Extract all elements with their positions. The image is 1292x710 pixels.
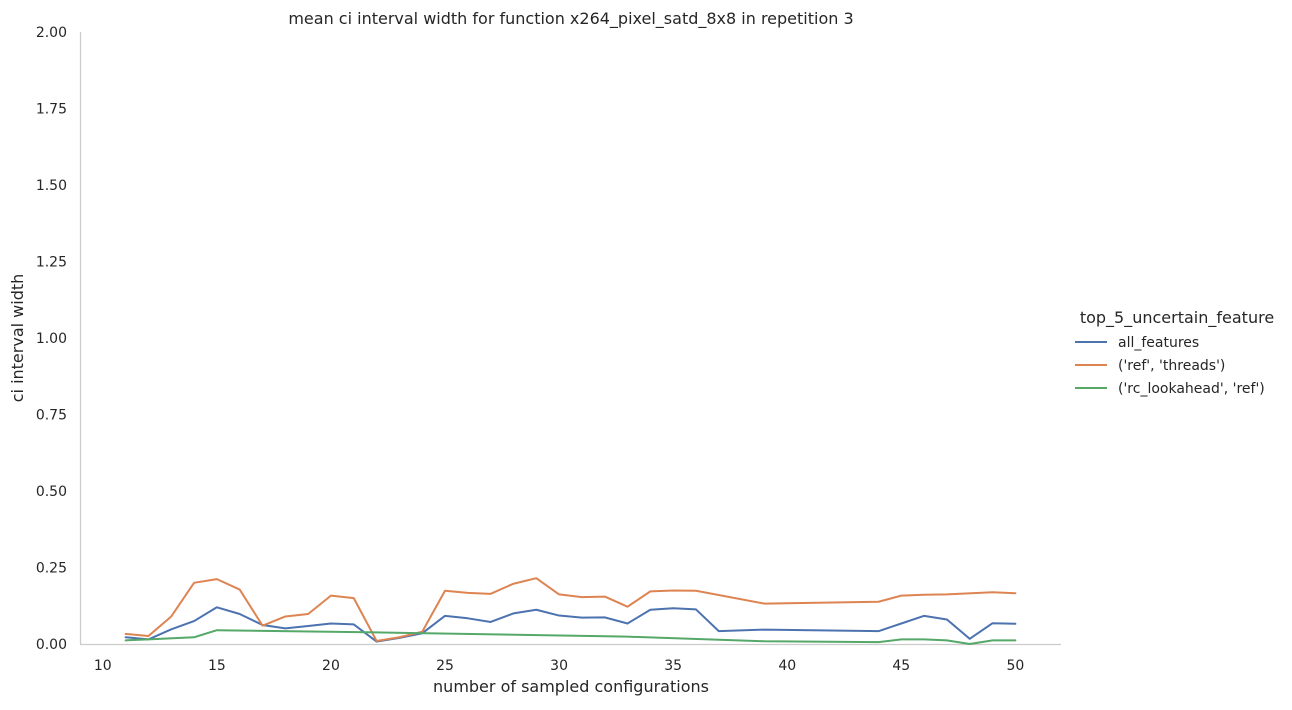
- legend-items: all_features ('ref', 'threads') ('rc_looka…: [1075, 335, 1265, 397]
- y-tick-label: 0.75: [36, 408, 67, 424]
- series-line: [124, 629, 1017, 645]
- y-tick-label: 2.00: [36, 25, 67, 41]
- x-tick-label: 50: [1006, 658, 1024, 674]
- series-line: [124, 606, 1017, 643]
- y-axis-label: ci interval width: [8, 274, 27, 403]
- y-tick-label: 0.25: [36, 561, 67, 577]
- y-tick-label: 1.00: [36, 331, 67, 347]
- x-tick-label: 30: [550, 658, 568, 674]
- y-tick-label: 0.50: [36, 484, 67, 500]
- series-line: [124, 577, 1017, 642]
- x-tick-label: 10: [94, 658, 112, 674]
- legend: top_5_uncertain_feature all_features ('re…: [1075, 308, 1274, 397]
- y-tick-label: 0.00: [36, 637, 67, 653]
- legend-label: ('ref', 'threads'): [1118, 358, 1225, 374]
- y-tick-label: 1.50: [36, 178, 67, 194]
- y-tick-label: 1.25: [36, 255, 67, 271]
- legend-label: ('rc_lookahead', 'ref'): [1118, 381, 1265, 397]
- x-tick-label: 25: [436, 658, 454, 674]
- series-lines: [124, 577, 1017, 645]
- x-tick-label: 35: [664, 658, 682, 674]
- x-tick-label: 40: [778, 658, 796, 674]
- y-ticks: 0.00 0.25 0.50 0.75 1.00 1.25 1.50 1.75 2.00: [36, 25, 67, 653]
- x-tick-label: 45: [892, 658, 910, 674]
- x-ticks: 10 15 20 25 30 35 40 45 50: [94, 658, 1024, 674]
- legend-title: top_5_uncertain_feature: [1080, 308, 1274, 328]
- x-tick-label: 15: [208, 658, 226, 674]
- chart-title: mean ci interval width for function x264…: [288, 9, 853, 29]
- x-tick-label: 20: [322, 658, 340, 674]
- x-axis-label: number of sampled configurations: [433, 677, 709, 696]
- y-tick-label: 1.75: [36, 102, 67, 118]
- legend-label: all_features: [1118, 335, 1199, 351]
